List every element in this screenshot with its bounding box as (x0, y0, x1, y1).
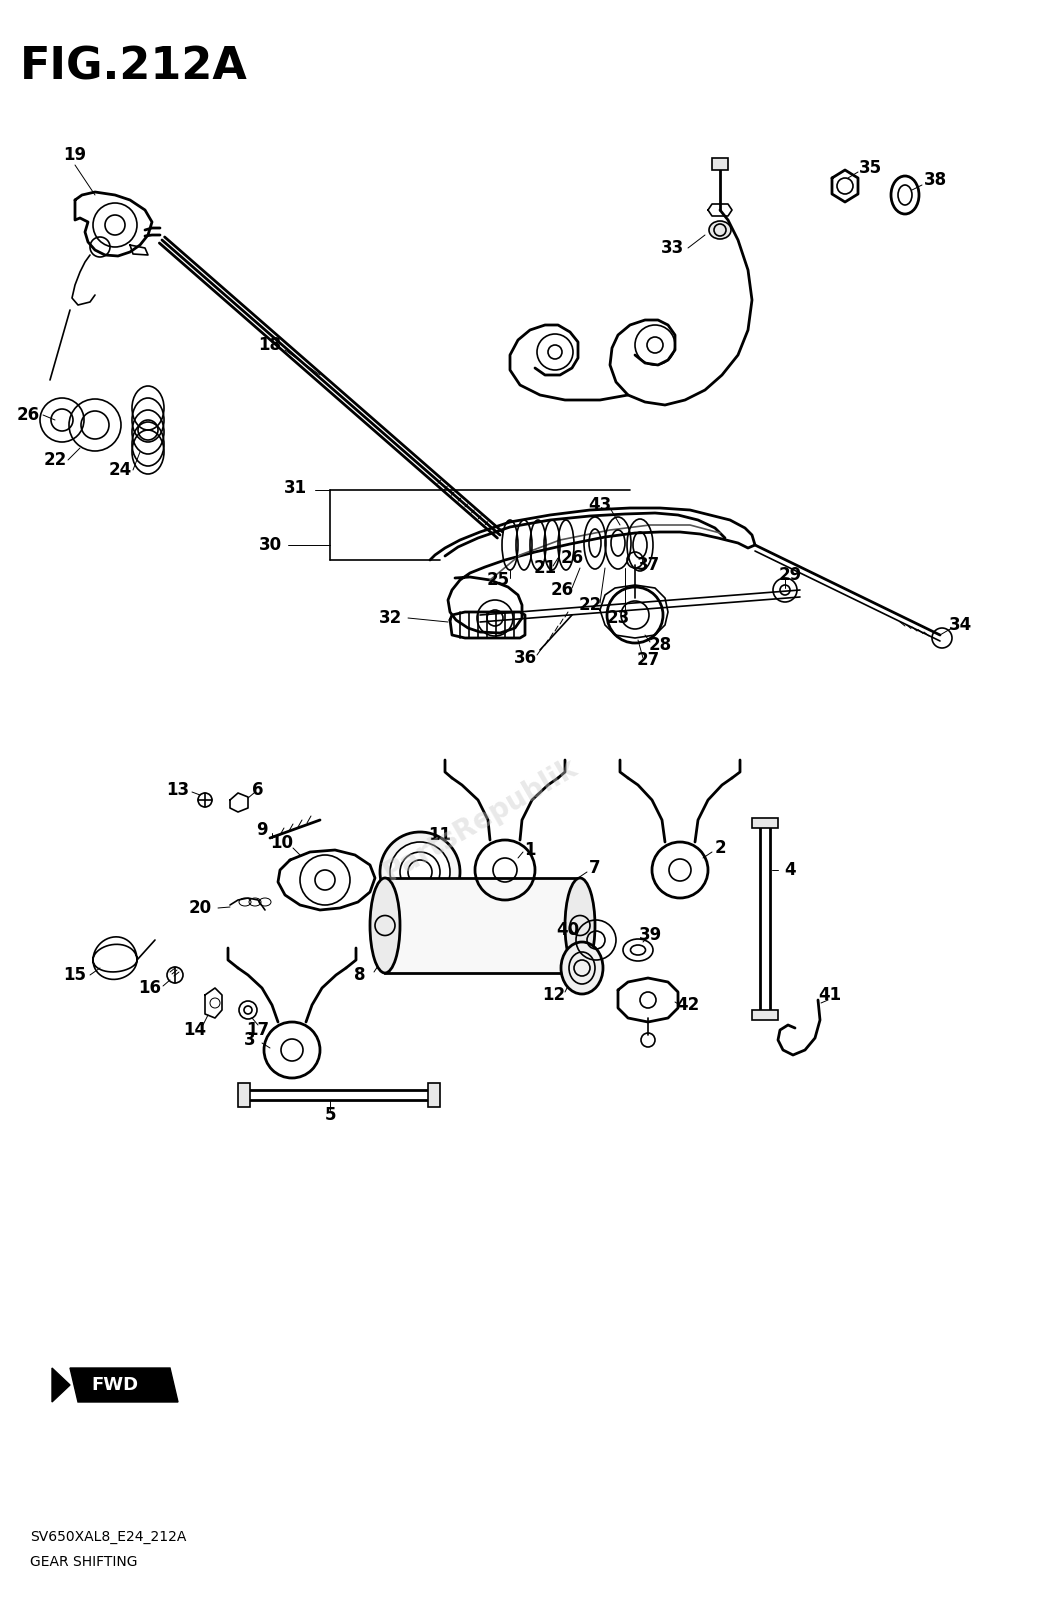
Text: SV650XAL8_E24_212A: SV650XAL8_E24_212A (29, 1530, 186, 1544)
Bar (428, 1083, 440, 1107)
Ellipse shape (561, 942, 603, 994)
Text: 26: 26 (560, 549, 583, 566)
Text: 14: 14 (183, 1021, 206, 1038)
Ellipse shape (390, 842, 450, 902)
Text: 7: 7 (590, 859, 601, 877)
Text: FIG.212A: FIG.212A (20, 45, 247, 88)
Bar (712, 158, 728, 170)
Text: 27: 27 (636, 651, 659, 669)
Text: 42: 42 (676, 995, 699, 1014)
Text: 22: 22 (43, 451, 66, 469)
Text: 13: 13 (166, 781, 190, 798)
Text: 20: 20 (188, 899, 212, 917)
Bar (752, 1010, 778, 1021)
Polygon shape (52, 1368, 69, 1402)
Bar (752, 818, 778, 829)
Text: 41: 41 (818, 986, 841, 1005)
Text: 34: 34 (949, 616, 972, 634)
Text: 33: 33 (660, 238, 683, 258)
Text: 26: 26 (17, 406, 40, 424)
Text: 12: 12 (542, 986, 565, 1005)
Text: 4: 4 (784, 861, 796, 878)
Text: 11: 11 (429, 826, 452, 845)
Ellipse shape (565, 878, 595, 973)
Text: 2: 2 (714, 838, 726, 858)
Text: 30: 30 (258, 536, 281, 554)
Text: 29: 29 (778, 566, 801, 584)
Text: 31: 31 (283, 478, 306, 498)
Text: FWD: FWD (92, 1376, 139, 1394)
Bar (385, 878, 580, 973)
Text: 38: 38 (923, 171, 947, 189)
Text: 32: 32 (378, 610, 401, 627)
Ellipse shape (380, 832, 460, 912)
Text: 15: 15 (63, 966, 86, 984)
Text: 9: 9 (256, 821, 267, 838)
Text: 10: 10 (271, 834, 294, 851)
Text: 8: 8 (354, 966, 365, 984)
Text: 24: 24 (108, 461, 132, 478)
Text: GEAR SHIFTING: GEAR SHIFTING (29, 1555, 138, 1570)
Bar (238, 1083, 250, 1107)
Text: 39: 39 (638, 926, 661, 944)
Text: 35: 35 (858, 158, 881, 178)
Text: 16: 16 (139, 979, 161, 997)
Text: 22: 22 (578, 595, 601, 614)
Text: 36: 36 (514, 650, 537, 667)
Text: 19: 19 (63, 146, 86, 165)
Text: 1: 1 (524, 842, 536, 859)
Text: 25: 25 (486, 571, 510, 589)
Text: 21: 21 (534, 558, 557, 578)
Text: 3: 3 (244, 1030, 256, 1050)
Text: 40: 40 (556, 922, 579, 939)
Polygon shape (69, 1368, 178, 1402)
Text: 28: 28 (649, 635, 672, 654)
Text: 17: 17 (246, 1021, 270, 1038)
Text: 5: 5 (324, 1106, 336, 1123)
Text: 18: 18 (258, 336, 281, 354)
Text: PartsRepublik: PartsRepublik (378, 754, 582, 886)
Ellipse shape (709, 221, 731, 238)
Text: 37: 37 (636, 557, 659, 574)
Text: 26: 26 (551, 581, 574, 598)
Text: 43: 43 (589, 496, 612, 514)
Text: 23: 23 (607, 610, 630, 627)
Ellipse shape (370, 878, 400, 973)
Text: 6: 6 (253, 781, 263, 798)
